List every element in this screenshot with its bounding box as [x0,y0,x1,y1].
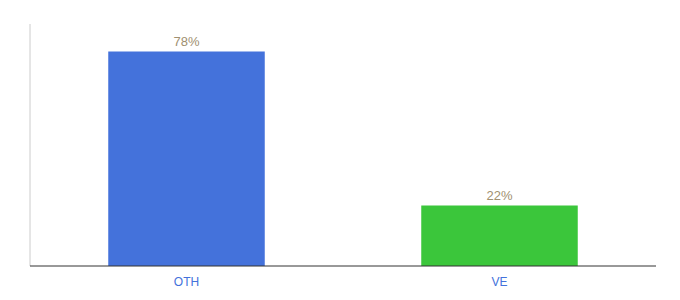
data-label: 78% [173,34,199,49]
bars [108,52,578,267]
data-label: 22% [486,188,512,203]
chart-container: 78% 22% OTH VE [0,0,680,300]
chart-svg: 78% 22% OTH VE [0,0,680,300]
x-axis-line [30,266,656,267]
x-tick-label: VE [491,275,507,289]
x-tick-label: OTH [174,275,199,289]
bar [108,52,265,267]
bar [421,206,578,267]
y-axis-line [30,24,31,266]
